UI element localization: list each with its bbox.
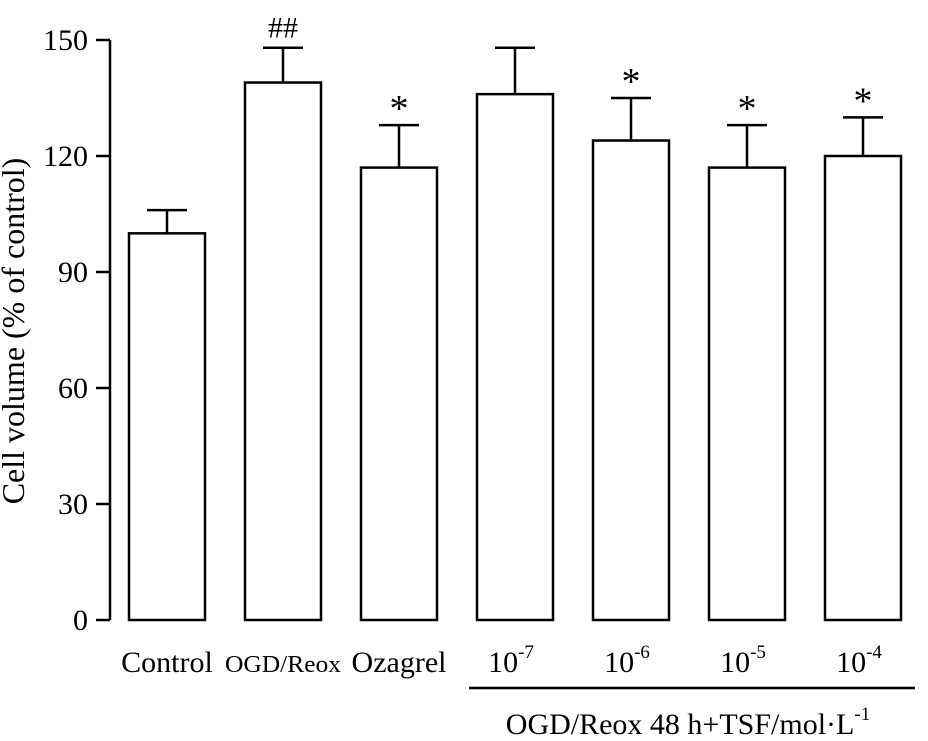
- category-label-0: Control: [121, 646, 213, 679]
- y-tick-label-150: 150: [43, 24, 88, 57]
- category-label-1: OGD/Reox: [225, 652, 341, 678]
- y-tick-label-90: 90: [58, 256, 88, 289]
- bar-3: [475, 92, 555, 622]
- y-axis: 0 30 60 90 120 150: [43, 24, 112, 637]
- category-label-6: 10-4: [836, 642, 882, 679]
- category-labels: Control OGD/Reox Ozagrel 10-7 10-6 10-5 10-4: [121, 642, 882, 679]
- significance-marker-4: *: [622, 61, 641, 103]
- category-label-3: 10-7: [488, 642, 534, 679]
- group-label: OGD/Reox 48 h+TSF/mol·L-1: [506, 704, 870, 741]
- bar-2: [359, 166, 439, 622]
- significance-marker-1: ##: [268, 12, 298, 45]
- y-axis-label: Cell volume (% of control): [0, 158, 31, 505]
- significance-marker-6: *: [854, 80, 873, 122]
- bar-1: [243, 81, 323, 622]
- y-tick-label-0: 0: [73, 604, 88, 637]
- bar-6: [823, 154, 903, 622]
- category-label-2: Ozagrel: [352, 646, 447, 679]
- bar-5: [707, 166, 787, 622]
- category-label-4: 10-6: [604, 642, 650, 679]
- bar-4: [591, 139, 671, 622]
- bars: ## * * * *: [127, 12, 903, 622]
- bar-0: [127, 232, 207, 622]
- y-tick-label-120: 120: [43, 140, 88, 173]
- significance-marker-2: *: [390, 88, 409, 130]
- group-annotation: OGD/Reox 48 h+TSF/mol·L-1: [469, 686, 915, 741]
- y-tick-label-30: 30: [58, 488, 88, 521]
- significance-marker-5: *: [738, 88, 757, 130]
- y-tick-label-60: 60: [58, 372, 88, 405]
- category-label-5: 10-5: [720, 642, 766, 679]
